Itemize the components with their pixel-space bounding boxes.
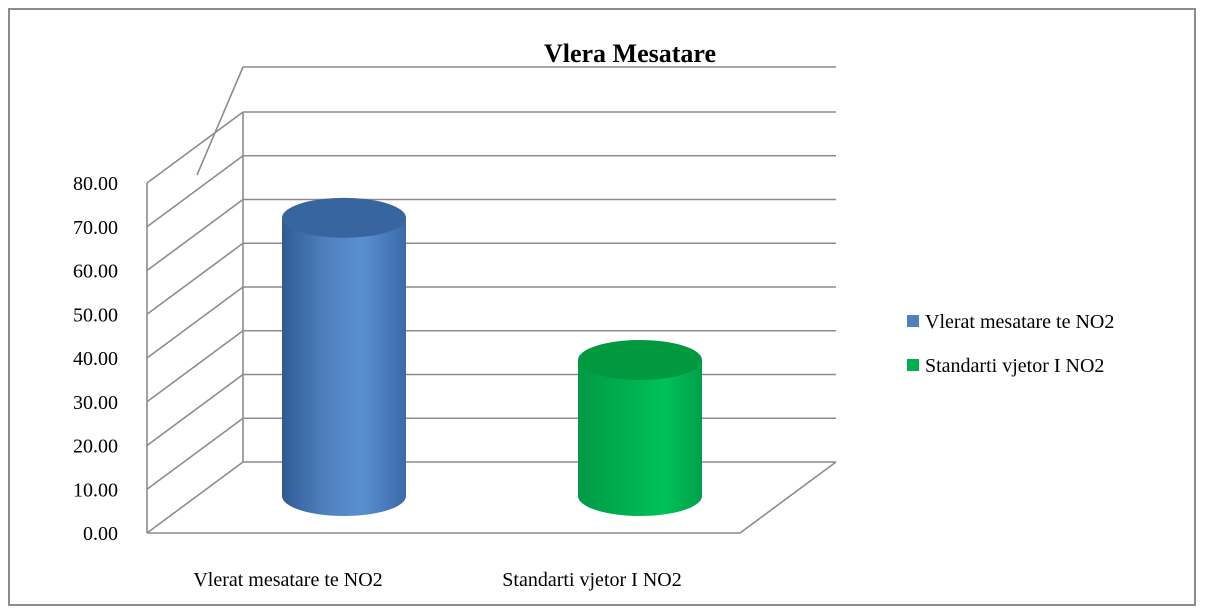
legend-swatch <box>907 359 919 371</box>
y-tick-label: 10.00 <box>73 479 118 501</box>
y-tick-label: 40.00 <box>73 348 118 370</box>
y-tick-label: 20.00 <box>73 436 118 458</box>
gridline-diagonal <box>146 111 244 184</box>
gridline-diagonal <box>146 198 244 272</box>
bar-body <box>282 217 406 516</box>
gridline-diagonal <box>146 286 244 359</box>
y-tick-label: 80.00 <box>73 173 118 195</box>
bar-top <box>282 197 406 238</box>
floor-right-edge <box>739 461 837 534</box>
bar-cylinder <box>282 197 406 516</box>
gridline-diagonal <box>146 461 244 534</box>
y-tick-label: 60.00 <box>73 261 118 283</box>
bar-cylinder <box>578 340 702 516</box>
y-tick-label: 70.00 <box>73 217 118 239</box>
legend-swatch <box>907 315 919 327</box>
x-tick-label: Standarti vjetor I NO2 <box>502 569 681 591</box>
gridline-diagonal <box>146 330 244 403</box>
chart-title: Vlera Mesatare <box>544 39 716 68</box>
y-tick-label: 50.00 <box>73 304 118 326</box>
legend-label: Standarti vjetor I NO2 <box>925 355 1104 377</box>
legend-label: Vlerat mesatare te NO2 <box>925 311 1114 333</box>
x-tick-label: Vlerat mesatare te NO2 <box>193 569 382 591</box>
gridline-diagonal <box>146 155 244 228</box>
bar-body <box>578 360 702 516</box>
gridline-diagonal <box>146 373 244 447</box>
gridline-diagonal <box>146 417 244 490</box>
y-tick-label: 30.00 <box>73 392 118 414</box>
y-tick-label: 0.00 <box>83 523 118 545</box>
gridline-diagonal <box>146 242 244 315</box>
bar-top <box>578 340 702 380</box>
gridline-diagonal <box>196 66 244 176</box>
